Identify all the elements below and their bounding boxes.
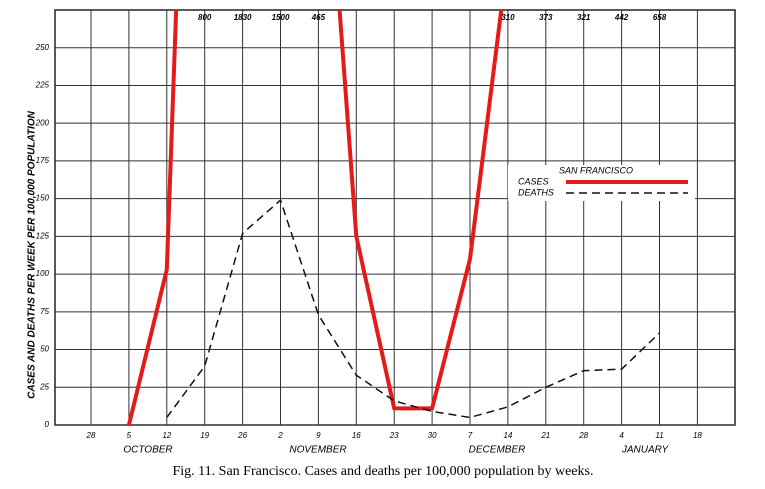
- x-tick-label: 30: [428, 431, 437, 440]
- y-tick-label: 75: [40, 307, 49, 316]
- x-tick-label: 14: [503, 431, 512, 440]
- legend-label: DEATHS: [518, 187, 554, 197]
- value-label: 800: [198, 13, 212, 22]
- value-label: 658: [653, 13, 667, 22]
- value-label: 310: [501, 13, 515, 22]
- y-tick-label: 0: [45, 420, 50, 429]
- x-tick-label: 16: [352, 431, 361, 440]
- series-line: [166, 199, 661, 419]
- month-label: OCTOBER: [123, 445, 172, 456]
- x-tick-label: 5: [127, 431, 132, 440]
- plot-frame: [54, 9, 736, 426]
- value-label: 465: [311, 13, 326, 22]
- month-label: JANUARY: [621, 445, 670, 456]
- y-tick-label: 125: [36, 231, 50, 240]
- x-tick-label: 28: [86, 431, 96, 440]
- y-axis-label: CASES AND DEATHS PER WEEK PER 100,000 PO…: [27, 110, 38, 398]
- x-tick-label: 2: [277, 431, 283, 440]
- value-label: 1500: [272, 13, 290, 22]
- month-label: DECEMBER: [469, 445, 526, 456]
- x-tick-label: 23: [389, 431, 399, 440]
- value-label: 321: [577, 13, 591, 22]
- x-tick-label: 4: [619, 431, 624, 440]
- plot-area: [126, 10, 661, 425]
- y-tick-label: 25: [39, 382, 49, 391]
- y-tick-label: 100: [36, 269, 50, 278]
- month-label: NOVEMBER: [289, 445, 346, 456]
- x-tick-label: 21: [540, 431, 550, 440]
- y-tick-label: 200: [35, 118, 50, 127]
- x-tick-label: 11: [655, 431, 663, 440]
- value-label: 1830: [234, 13, 252, 22]
- y-tick-label: 150: [36, 194, 50, 203]
- y-tick-label: 50: [40, 345, 49, 354]
- x-tick-label: 7: [468, 431, 473, 440]
- legend-title: SAN FRANCISCO: [559, 165, 633, 175]
- legend-label: CASES: [518, 176, 549, 186]
- x-tick-label: 18: [693, 431, 702, 440]
- y-tick-label: 250: [35, 43, 50, 52]
- x-tick-label: 19: [200, 431, 209, 440]
- x-tick-label: 26: [237, 431, 247, 440]
- value-label: 373: [539, 13, 553, 22]
- x-tick-label: 28: [578, 431, 588, 440]
- caption: Fig. 11. San Francisco. Cases and deaths…: [173, 464, 594, 479]
- value-label: 442: [614, 13, 629, 22]
- series-line: [126, 10, 504, 425]
- y-tick-label: 225: [35, 81, 50, 90]
- x-tick-label: 12: [162, 431, 171, 440]
- x-tick-label: 9: [316, 431, 321, 440]
- y-tick-label: 175: [36, 156, 50, 165]
